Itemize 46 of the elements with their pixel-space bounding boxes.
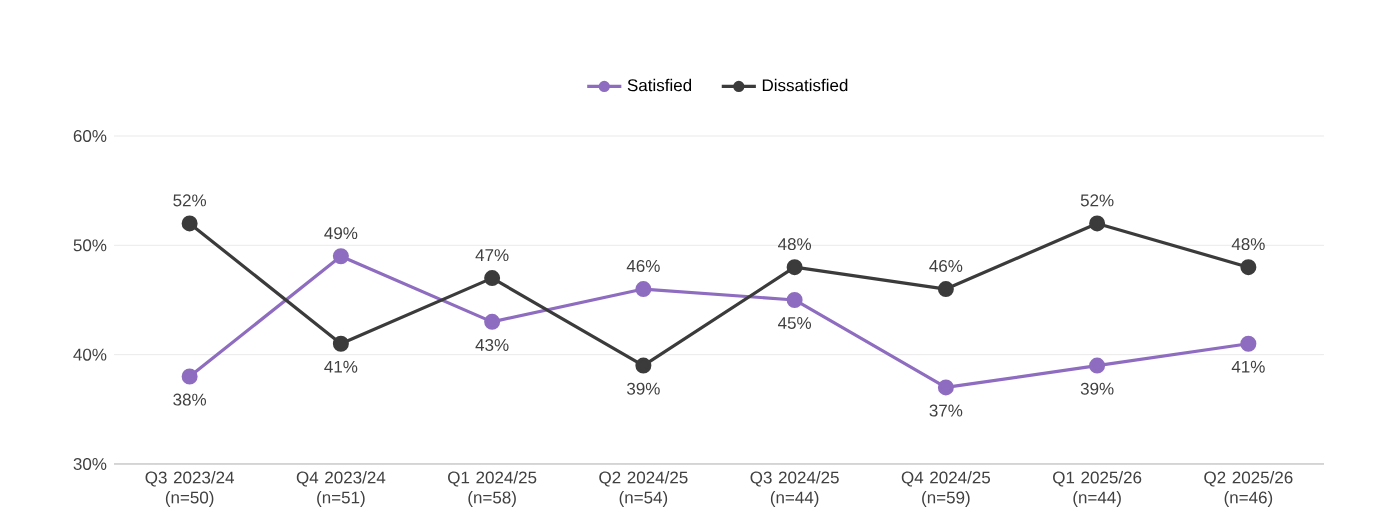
legend-label: Dissatisfied	[762, 78, 848, 92]
point	[484, 270, 501, 287]
legend-label: Satisfied	[627, 78, 692, 92]
data-label: 49%	[324, 227, 358, 240]
point	[484, 313, 501, 330]
point	[332, 248, 349, 265]
data-label: 46%	[626, 259, 660, 272]
point	[937, 379, 954, 396]
x-tick-label: Q2 2024/25 (n=54)	[599, 471, 688, 507]
point	[181, 215, 198, 232]
data-label: 48%	[777, 238, 812, 251]
point	[786, 259, 803, 276]
point	[181, 368, 198, 385]
x-tick-label: Q1 2025/26 (n=44)	[1053, 471, 1142, 507]
data-label: 52%	[1080, 194, 1114, 207]
point	[1240, 335, 1257, 352]
data-label: 48%	[1231, 238, 1265, 251]
x-tick-label: Q1 2024/25 (n=58)	[448, 471, 537, 507]
y-tick-label: 60%	[73, 129, 107, 142]
point	[1240, 259, 1257, 276]
x-tick-label: Q4 2023/24 (n=51)	[296, 471, 386, 507]
x-tick-label: Q2 2025/26 (n=46)	[1204, 471, 1293, 507]
point	[1089, 357, 1106, 374]
y-tick-label: 40%	[73, 348, 107, 361]
x-tick-label: Q3 2024/25 (n=44)	[750, 471, 839, 507]
data-label: 39%	[1080, 382, 1114, 395]
data-label: 45%	[777, 317, 812, 329]
data-label: 52%	[173, 194, 207, 207]
point	[635, 357, 652, 374]
point	[1089, 215, 1106, 232]
data-label: 41%	[324, 360, 358, 373]
y-tick-label: 30%	[73, 457, 107, 470]
point	[332, 335, 349, 352]
data-label: 47%	[475, 249, 509, 262]
y-tick-label: 50%	[73, 239, 107, 252]
x-tick-label: Q3 2023/24 (n=50)	[145, 471, 235, 507]
data-label: 39%	[627, 382, 660, 395]
point	[937, 281, 954, 298]
x-tick-label: Q4 2024/25 (n=59)	[901, 471, 991, 507]
data-label: 37%	[929, 404, 963, 417]
data-label: 41%	[1231, 360, 1265, 373]
point	[786, 291, 803, 308]
data-label: 38%	[173, 393, 207, 406]
data-label: 43%	[475, 338, 509, 351]
data-label: 46%	[929, 259, 963, 272]
point	[635, 281, 652, 298]
